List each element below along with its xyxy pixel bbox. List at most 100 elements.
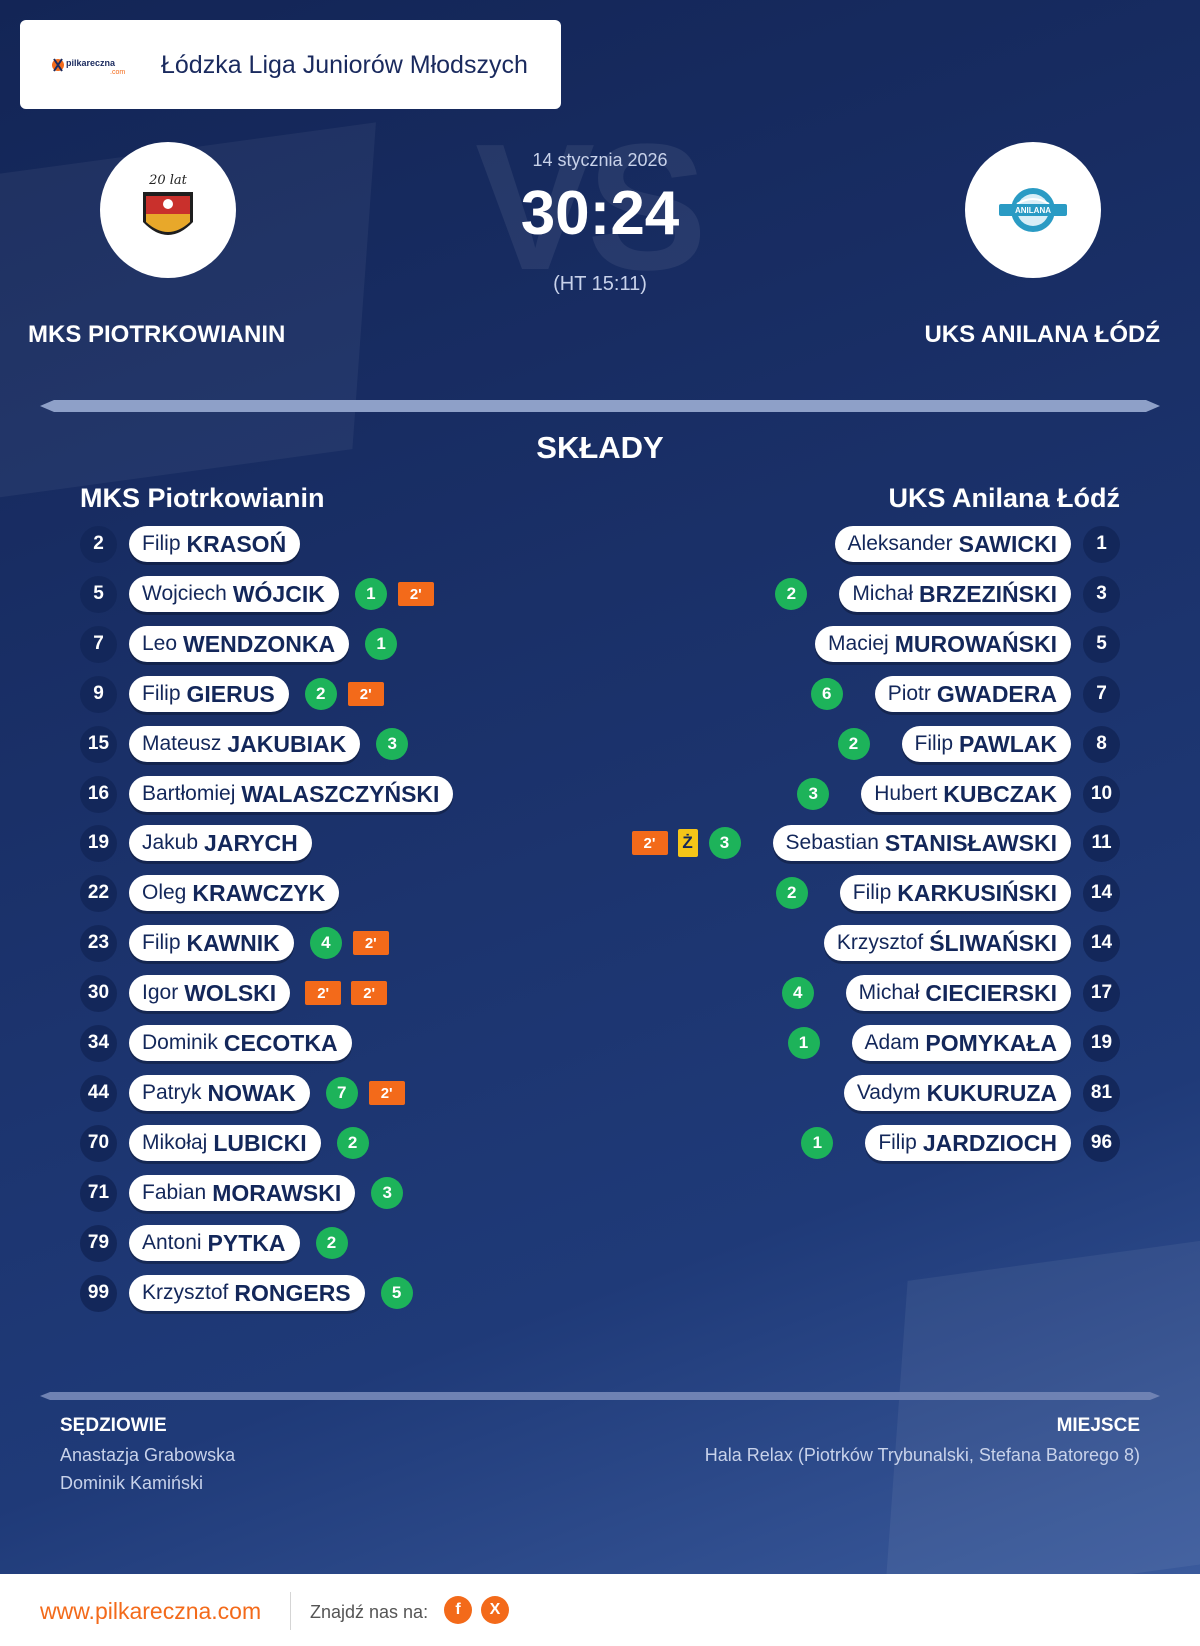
player-number: 70 — [80, 1124, 117, 1162]
player-row: 34 Dominik CECOTKA — [80, 1024, 352, 1062]
player-stats: 2 — [770, 877, 814, 909]
player-number: 17 — [1083, 974, 1120, 1012]
player-name: Krzysztof ŚLIWAŃSKI — [823, 925, 1071, 961]
player-last-name: RONGERS — [234, 1279, 351, 1306]
league-name: Łódzka Liga Juniorów Młodszych — [161, 51, 528, 79]
goals-badge: 3 — [708, 827, 741, 859]
player-name: Filip JARDZIOCH — [865, 1125, 1071, 1161]
player-first-name: Dominik — [142, 1031, 218, 1054]
player-number: 16 — [80, 775, 117, 813]
player-row: 2 Filip KRASOŃ — [80, 525, 301, 563]
player-stats: 1 — [795, 1127, 839, 1159]
goals-badge: 2 — [775, 578, 808, 610]
player-row: 5 Maciej MUROWAŃSKI — [815, 625, 1120, 663]
player-row: 15 Mateusz JAKUBIAK 3 — [80, 725, 414, 763]
player-stats: 6 — [805, 678, 849, 710]
facebook-icon[interactable]: f — [444, 1596, 472, 1624]
player-first-name: Oleg — [142, 881, 187, 904]
player-number: 3 — [1083, 575, 1120, 613]
player-number: 19 — [80, 824, 117, 862]
player-row: 19 Adam POMYKAŁA 1 — [782, 1024, 1120, 1062]
x-icon[interactable]: X — [481, 1596, 509, 1624]
league-logo-sub: .com — [110, 69, 125, 76]
league-logo-icon: pilkareczna .com — [52, 58, 125, 76]
player-last-name: JAKUBIAK — [227, 730, 347, 757]
player-first-name: Antoni — [142, 1231, 202, 1254]
player-row: 9 Filip GIERUS 2 2' — [80, 675, 389, 713]
home-team-logo: 20 lat — [100, 142, 236, 278]
player-stats: 3 Ż 2' — [627, 827, 747, 859]
player-number: 10 — [1083, 775, 1120, 813]
player-stats: 2 2' — [299, 678, 389, 710]
player-last-name: KAWNIK — [186, 929, 280, 956]
player-number: 44 — [80, 1074, 117, 1112]
player-row: 30 Igor WOLSKI 2' 2' — [80, 974, 392, 1012]
player-stats: 3 — [791, 778, 835, 810]
player-row: 96 Filip JARDZIOCH 1 — [795, 1124, 1120, 1162]
player-number: 1 — [1083, 525, 1120, 563]
player-name: Filip PAWLAK — [901, 726, 1071, 762]
player-last-name: WÓJCIK — [232, 580, 325, 607]
goals-badge: 2 — [336, 1127, 369, 1159]
away-crest-icon: ANILANA — [999, 188, 1067, 232]
player-name: Filip KRASOŃ — [129, 526, 301, 562]
player-row: 23 Filip KAWNIK 4 2' — [80, 924, 394, 962]
player-first-name: Mikołaj — [142, 1131, 208, 1154]
away-crest-text: ANILANA — [1015, 206, 1051, 215]
player-row: 14 Filip KARKUSIŃSKI 2 — [770, 874, 1120, 912]
player-name: Patryk NOWAK — [129, 1075, 310, 1111]
player-name: Filip KARKUSIŃSKI — [839, 875, 1071, 911]
player-row: 44 Patryk NOWAK 7 2' — [80, 1074, 410, 1112]
player-name: Michał BRZEZIŃSKI — [839, 576, 1071, 612]
player-stats: 2' 2' — [300, 981, 392, 1005]
goals-badge: 1 — [365, 628, 398, 660]
player-number: 14 — [1083, 924, 1120, 962]
player-number: 8 — [1083, 725, 1120, 763]
player-number: 79 — [80, 1224, 117, 1262]
player-last-name: STANISŁAWSKI — [884, 829, 1057, 856]
website-link[interactable]: www.pilkareczna.com — [40, 1598, 262, 1624]
player-last-name: MUROWAŃSKI — [894, 630, 1057, 657]
player-last-name: JARYCH — [204, 829, 298, 856]
player-first-name: Bartłomiej — [142, 782, 236, 805]
player-number: 30 — [80, 974, 117, 1012]
player-number: 7 — [1083, 675, 1120, 713]
venue-title: MIEJSCE — [1056, 1415, 1140, 1436]
suspension-badge: 2' — [397, 582, 434, 606]
player-first-name: Krzysztof — [836, 931, 924, 954]
home-team-name: MKS PIOTRKOWIANIN — [28, 321, 286, 348]
player-row: 70 Mikołaj LUBICKI 2 — [80, 1124, 375, 1162]
player-first-name: Leo — [142, 632, 178, 655]
player-stats: 1 — [782, 1027, 826, 1059]
player-number: 11 — [1083, 824, 1120, 862]
player-name: Vadym KUKURUZA — [843, 1075, 1071, 1111]
player-number: 71 — [80, 1174, 117, 1212]
player-last-name: KRASOŃ — [186, 530, 287, 557]
player-first-name: Igor — [142, 981, 179, 1004]
player-first-name: Filip — [142, 682, 181, 705]
player-name: Bartłomiej WALASZCZYŃSKI — [129, 776, 454, 812]
player-number: 9 — [80, 675, 117, 713]
player-name: Filip KAWNIK — [129, 925, 294, 961]
player-row: 22 Oleg KRAWCZYK — [80, 874, 340, 912]
away-squad-title: UKS Anilana Łódź — [888, 483, 1120, 513]
player-last-name: WENDZONKA — [183, 630, 336, 657]
player-stats: 2 — [769, 578, 813, 610]
player-last-name: GWADERA — [936, 680, 1057, 707]
player-number: 15 — [80, 725, 117, 763]
player-last-name: BRZEZIŃSKI — [919, 580, 1057, 607]
venue-name: Hala Relax (Piotrków Trybunalski, Stefan… — [704, 1445, 1140, 1465]
player-first-name: Piotr — [887, 682, 931, 705]
goals-badge: 2 — [304, 678, 337, 710]
player-last-name: KRAWCZYK — [192, 879, 326, 906]
suspension-badge: 2' — [352, 931, 389, 955]
player-last-name: PYTKA — [207, 1229, 286, 1256]
match-score: 30:24 — [520, 179, 680, 248]
player-name: Krzysztof RONGERS — [129, 1275, 365, 1311]
player-last-name: POMYKAŁA — [925, 1029, 1057, 1056]
player-name: Filip GIERUS — [129, 676, 289, 712]
league-logo-text: pilkareczna — [66, 58, 116, 68]
player-row: 79 Antoni PYTKA 2 — [80, 1224, 354, 1262]
player-first-name: Sebastian — [785, 831, 879, 854]
player-number: 81 — [1083, 1074, 1120, 1112]
